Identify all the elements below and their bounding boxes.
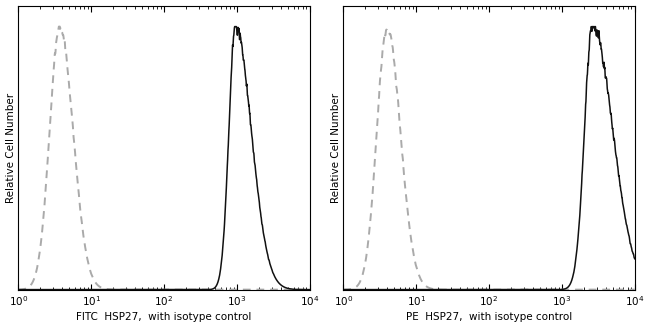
Y-axis label: Relative Cell Number: Relative Cell Number xyxy=(331,92,341,203)
X-axis label: PE  HSP27,  with isotype control: PE HSP27, with isotype control xyxy=(406,313,572,322)
Y-axis label: Relative Cell Number: Relative Cell Number xyxy=(6,92,16,203)
X-axis label: FITC  HSP27,  with isotype control: FITC HSP27, with isotype control xyxy=(76,313,252,322)
